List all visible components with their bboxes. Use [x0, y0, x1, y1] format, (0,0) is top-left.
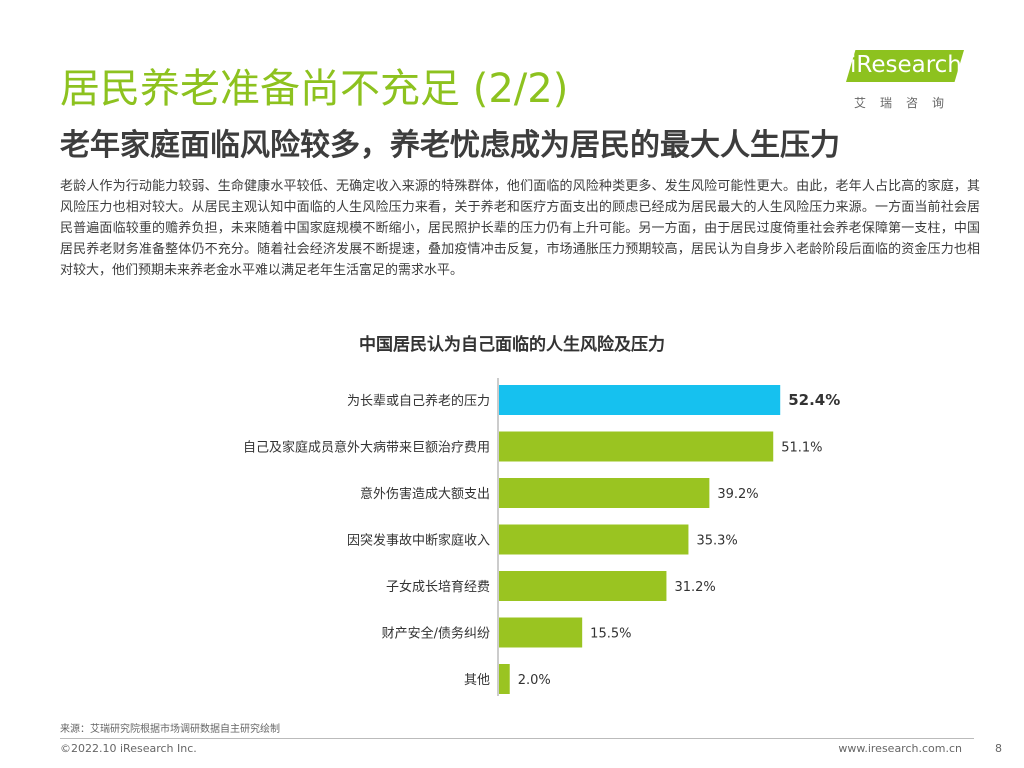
iresearch-logo: iResearch 艾瑞咨询	[846, 46, 976, 118]
source-note: 来源：艾瑞研究院根据市场调研数据自主研究绘制	[60, 724, 280, 735]
value-label: 15.5%	[590, 627, 631, 642]
bar	[499, 524, 689, 555]
category-label: 自己及家庭成员意外大病带来巨额治疗费用	[243, 440, 490, 456]
page-number: 8	[995, 742, 1002, 755]
bar	[499, 385, 781, 415]
footer-divider	[60, 738, 974, 739]
logo-name: iResearch	[850, 52, 962, 78]
category-label: 因突发事故中断家庭收入	[347, 533, 490, 549]
value-label: 39.2%	[717, 487, 758, 502]
page-subtitle: 老年家庭面临风险较多，养老忧虑成为居民的最大人生压力	[60, 128, 840, 163]
logo-mark	[846, 50, 964, 82]
bar	[499, 571, 667, 601]
chart-title: 中国居民认为自己面临的人生风险及压力	[359, 335, 665, 355]
value-label: 31.2%	[674, 580, 715, 595]
category-label: 意外伤害造成大额支出	[360, 486, 490, 502]
page-title: 居民养老准备尚不充足 (2/2)	[60, 66, 569, 112]
logo-chinese-name: 艾瑞咨询	[854, 96, 959, 110]
category-label: 其他	[464, 673, 490, 688]
value-label: 35.3%	[696, 534, 737, 549]
bar	[499, 664, 510, 694]
value-label: 52.4%	[788, 391, 840, 409]
category-label: 为长辈或自己养老的压力	[347, 393, 490, 409]
bar-chart: 为长辈或自己养老的压力 52.4% 自己及家庭成员意外大病带来巨额治疗费用 51.1%…	[243, 378, 840, 696]
copyright: ©2022.10 iResearch Inc.	[60, 742, 197, 755]
category-label: 子女成长培育经费	[386, 579, 490, 595]
category-label: 财产安全/债务纠纷	[382, 626, 490, 642]
value-label: 51.1%	[781, 441, 822, 456]
value-label: 2.0%	[518, 673, 551, 688]
bar	[499, 617, 583, 648]
bar	[499, 431, 774, 462]
bar	[499, 478, 710, 508]
website-url: www.iresearch.com.cn	[838, 742, 962, 755]
body-paragraph: 老龄人作为行动能力较弱、生命健康水平较低、无确定收入来源的特殊群体，他们面临的风…	[60, 179, 980, 278]
